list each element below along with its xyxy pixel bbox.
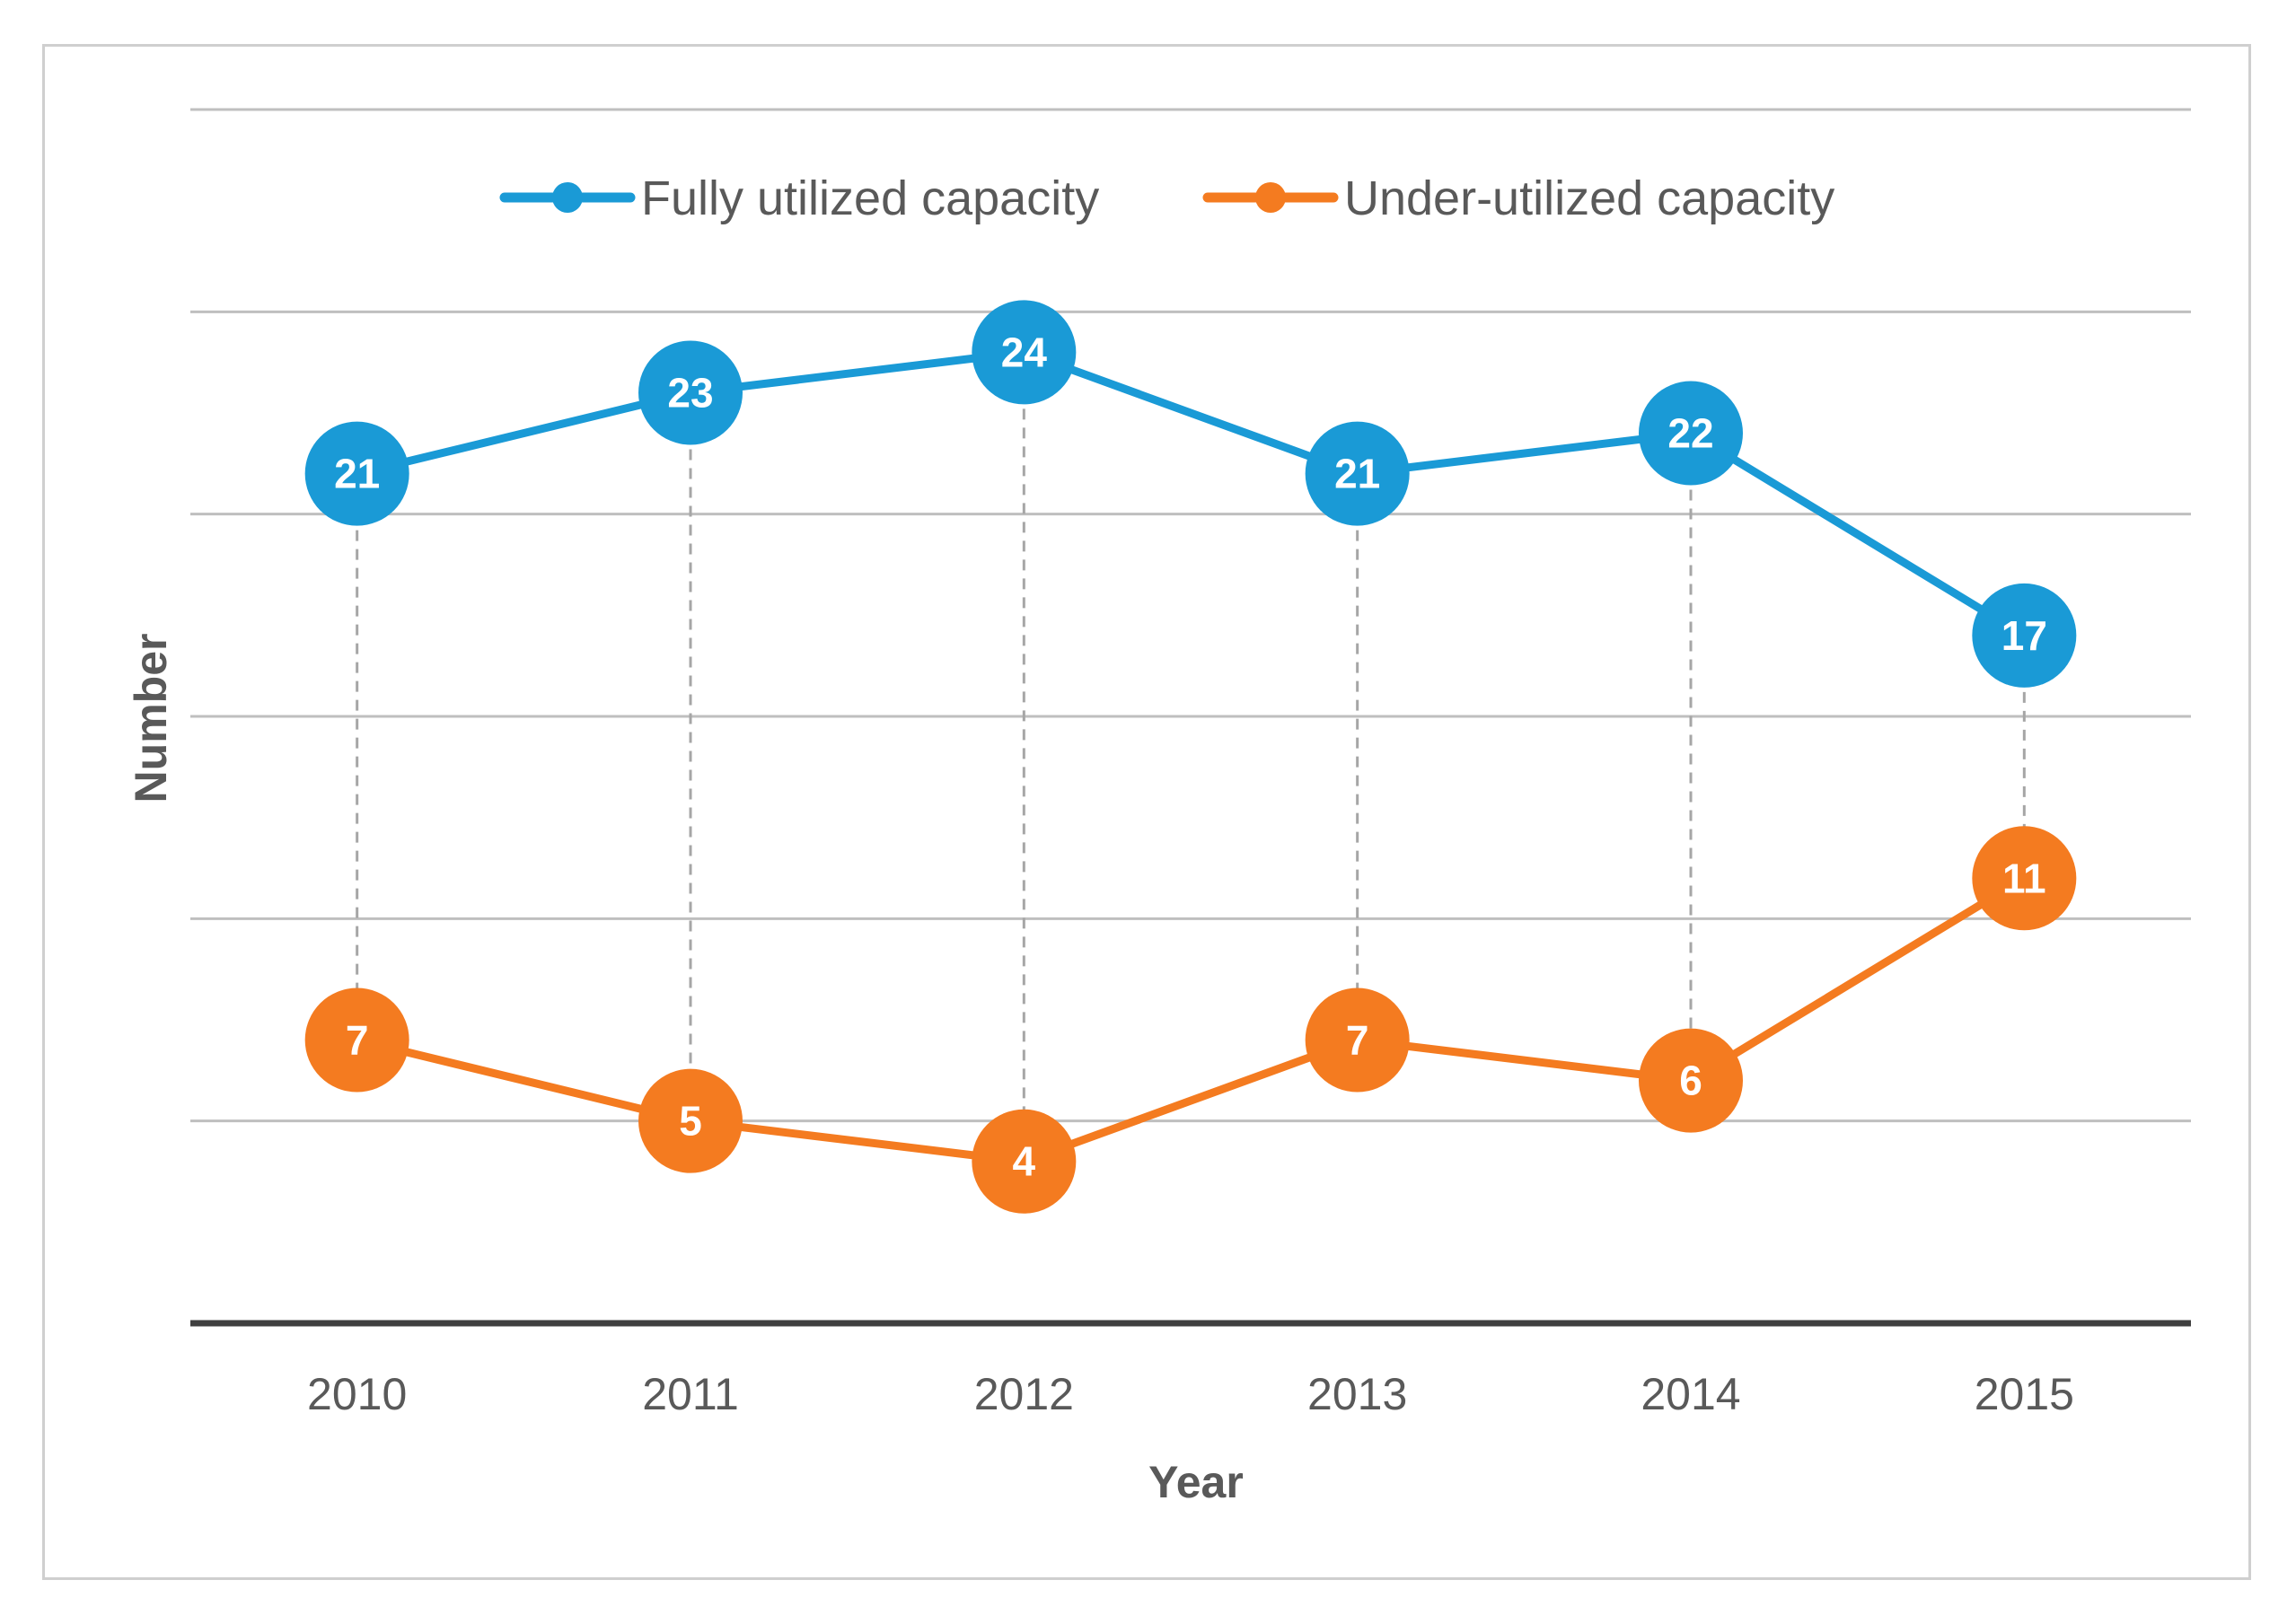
series-lines bbox=[356, 347, 2027, 1166]
data-label: 7 bbox=[1346, 1017, 1369, 1064]
data-point bbox=[638, 1068, 743, 1173]
legend-marker bbox=[1255, 182, 1286, 213]
data-point bbox=[1305, 421, 1410, 526]
data-point bbox=[972, 1109, 1077, 1214]
series-line-1 bbox=[356, 874, 2027, 1166]
data-label: 7 bbox=[346, 1017, 369, 1064]
legend: Fully utilized capacity Under-utilized ca… bbox=[499, 171, 1834, 225]
x-tick-label: 2014 bbox=[1641, 1369, 1740, 1419]
x-tick-label: 2015 bbox=[1975, 1369, 2074, 1419]
data-point bbox=[1639, 381, 1743, 486]
x-tick-label: 2011 bbox=[642, 1369, 739, 1419]
data-label: 11 bbox=[2002, 855, 2046, 901]
data-label: 21 bbox=[1334, 451, 1380, 497]
data-point bbox=[1305, 987, 1410, 1093]
data-point bbox=[1972, 583, 2077, 688]
x-tick-labels: 2010 2011 2012 2013 2014 2015 bbox=[307, 1369, 2074, 1419]
data-label: 23 bbox=[667, 369, 713, 416]
data-point bbox=[638, 340, 743, 445]
data-point bbox=[972, 300, 1077, 405]
legend-label: Fully utilized capacity bbox=[641, 171, 1099, 225]
x-axis-title: Year bbox=[1148, 1457, 1244, 1507]
data-point bbox=[1972, 826, 2077, 931]
series-line-0 bbox=[356, 347, 2027, 639]
data-label: 6 bbox=[1679, 1058, 1702, 1104]
data-label: 21 bbox=[334, 451, 380, 497]
data-label: 5 bbox=[679, 1098, 702, 1145]
drop-lines bbox=[356, 352, 2026, 1162]
data-label: 24 bbox=[1001, 329, 1048, 375]
y-axis-title: Number bbox=[126, 634, 176, 803]
series-markers: 21 23 24 21 22 17 7 5 4 7 6 11 bbox=[304, 300, 2077, 1214]
x-tick-label: 2012 bbox=[974, 1369, 1074, 1419]
x-tick-label: 2013 bbox=[1307, 1369, 1407, 1419]
legend-label: Under-utilized capacity bbox=[1344, 171, 1834, 225]
legend-marker bbox=[552, 182, 583, 213]
gridlines bbox=[190, 108, 2191, 1123]
x-tick-label: 2010 bbox=[307, 1369, 407, 1419]
data-point bbox=[1639, 1028, 1743, 1133]
data-label: 17 bbox=[2001, 612, 2047, 659]
data-label: 22 bbox=[1667, 410, 1713, 457]
data-label: 4 bbox=[1013, 1138, 1036, 1185]
data-point bbox=[304, 987, 409, 1093]
data-point bbox=[304, 421, 409, 526]
